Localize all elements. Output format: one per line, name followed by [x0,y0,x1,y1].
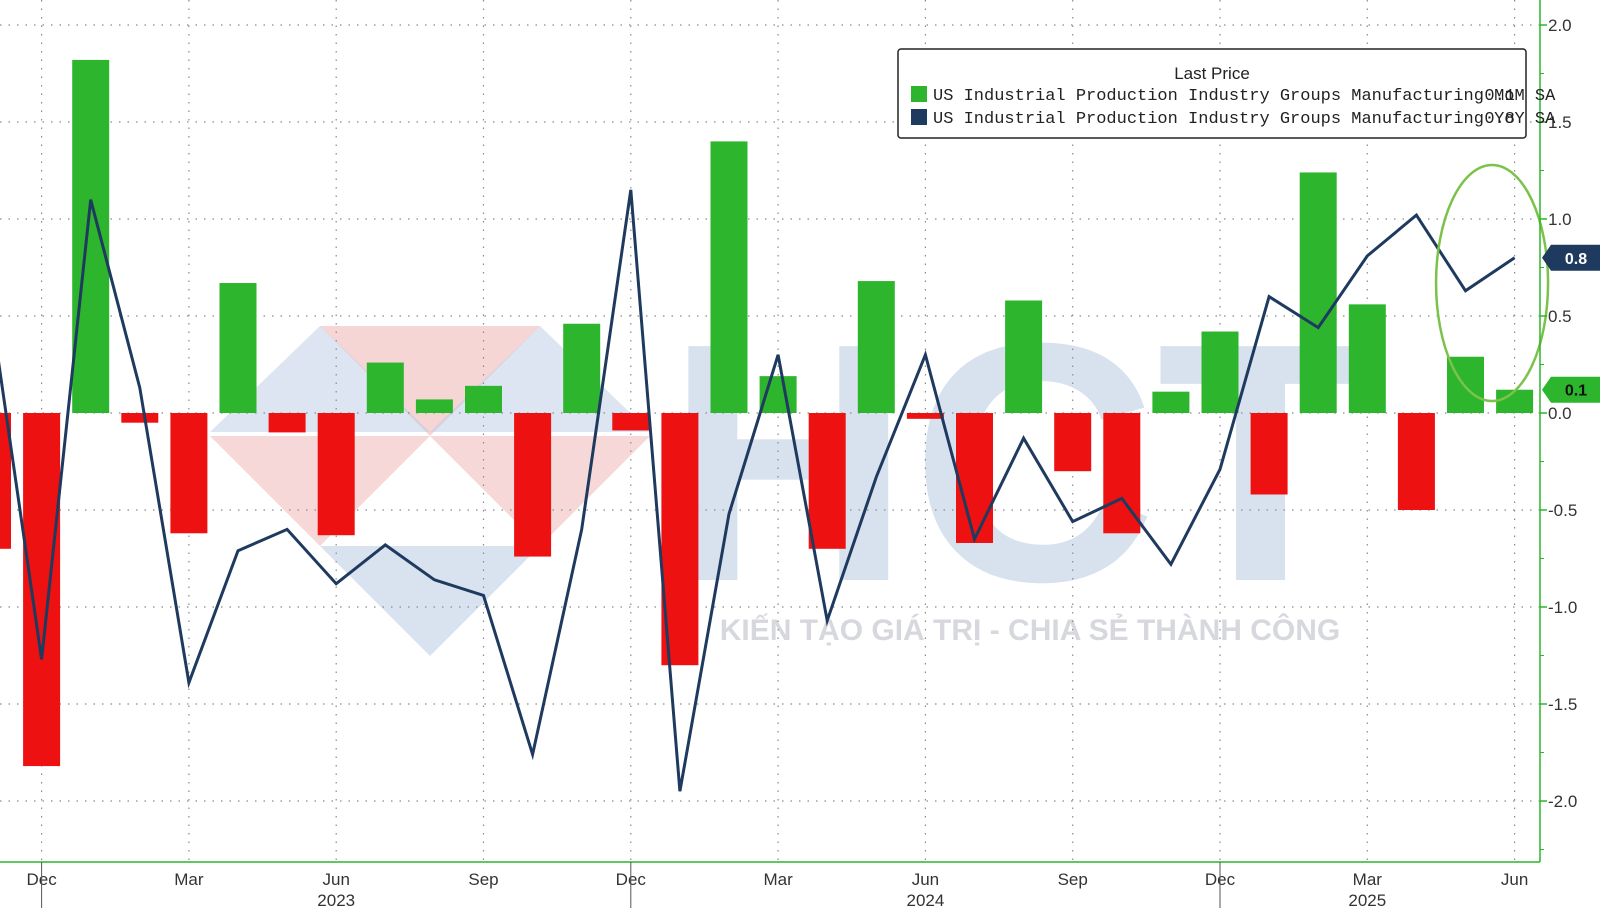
highlight-layer [1434,163,1550,403]
y-tick-label: -0.5 [1548,501,1577,520]
legend-swatch-mom [911,86,927,102]
y-tick-label: 0.0 [1548,404,1572,423]
x-tick-label: Mar [174,870,204,889]
y-tick-label: -2.0 [1548,792,1577,811]
mom-bar [563,323,601,413]
y-tick-label: 0.5 [1548,307,1572,326]
mom-bar [956,413,993,543]
mom-bar [1201,331,1239,413]
legend-box [897,48,1527,139]
axis-badge-label: 0.1 [1565,383,1587,400]
yoy-line [0,189,1516,792]
mom-bars [0,59,1534,767]
mom-bar [1299,172,1337,413]
x-year-label: 2023 [317,891,355,908]
legend-value-yoy: 0.8 [1484,110,1515,129]
axis-badge-shape [1542,376,1600,403]
x-tick-label: Jun [322,870,349,889]
watermark: HCT KIẾN TẠO GIÁ TRỊ - CHIA SẺ THÀNH CÔN… [210,273,1364,656]
mom-bar [906,413,944,419]
mom-bar [1005,300,1043,413]
x-tick-label: Sep [1058,870,1088,889]
mom-bar [514,413,552,557]
mom-bar [121,413,159,423]
mom-bar [170,413,208,534]
x-tick-label: Sep [468,870,498,889]
axis-badge-shape [1542,244,1600,271]
mom-bar [1348,304,1386,413]
mom-bar [268,413,306,433]
x-tick-label: Jun [912,870,939,889]
yoy-line-layer [0,189,1516,792]
mom-bar [1496,389,1534,413]
legend-swatch-yoy [911,109,927,125]
watermark-logo-mark-base [320,546,540,656]
axis-badge-label: 0.8 [1565,251,1587,268]
legend-label-mom: US Industrial Production Industry Groups… [933,87,1556,106]
mom-bar [0,413,11,549]
y-tick-label: 1.5 [1548,113,1572,132]
watermark-slogan: KIẾN TẠO GIÁ TRỊ - CHIA SẺ THÀNH CÔNG [720,613,1341,647]
mom-bar [1152,391,1190,413]
legend: Last Price US Industrial Production Indu… [897,48,1556,139]
mom-bar [1250,413,1288,495]
y-tick-label: 2.0 [1548,16,1572,35]
mom-bar [23,413,61,767]
mom-bar [1397,413,1435,510]
mom-bar [612,413,650,431]
mom-bar [366,362,404,413]
mom-bar [219,283,257,413]
mom-bar [857,281,895,413]
mom-bar [710,141,748,413]
x-tick-label: Mar [1353,870,1383,889]
watermark-logo-mark [320,326,540,436]
mom-bar [1054,413,1092,472]
legend-value-mom: 0.1 [1484,87,1515,106]
x-tick-label: Jun [1501,870,1528,889]
mom-bar [415,399,453,413]
y-tick-label: 1.0 [1548,210,1572,229]
axis-badge: 0.1 [1542,376,1600,403]
legend-label-yoy: US Industrial Production Industry Groups… [933,110,1556,129]
axis-badge: 0.8 [1542,244,1600,271]
x-tick-label: Mar [763,870,793,889]
legend-title: Last Price [1174,64,1250,83]
y-tick-label: -1.0 [1548,598,1577,617]
right-axis: 2.0 1.5 1.0 0.5 0.0 -0.5 -1.0 -1.5 -2.0 0.8 0.1 [1539,0,1600,862]
x-year-label: 2024 [906,891,944,908]
mom-bar [72,59,110,414]
mom-bar [317,413,355,536]
x-year-label: 2025 [1348,891,1386,908]
y-tick-label: -1.5 [1548,695,1577,714]
highlight-ellipse [1434,163,1550,403]
mom-bar [465,385,502,413]
mom-bar [808,413,846,549]
